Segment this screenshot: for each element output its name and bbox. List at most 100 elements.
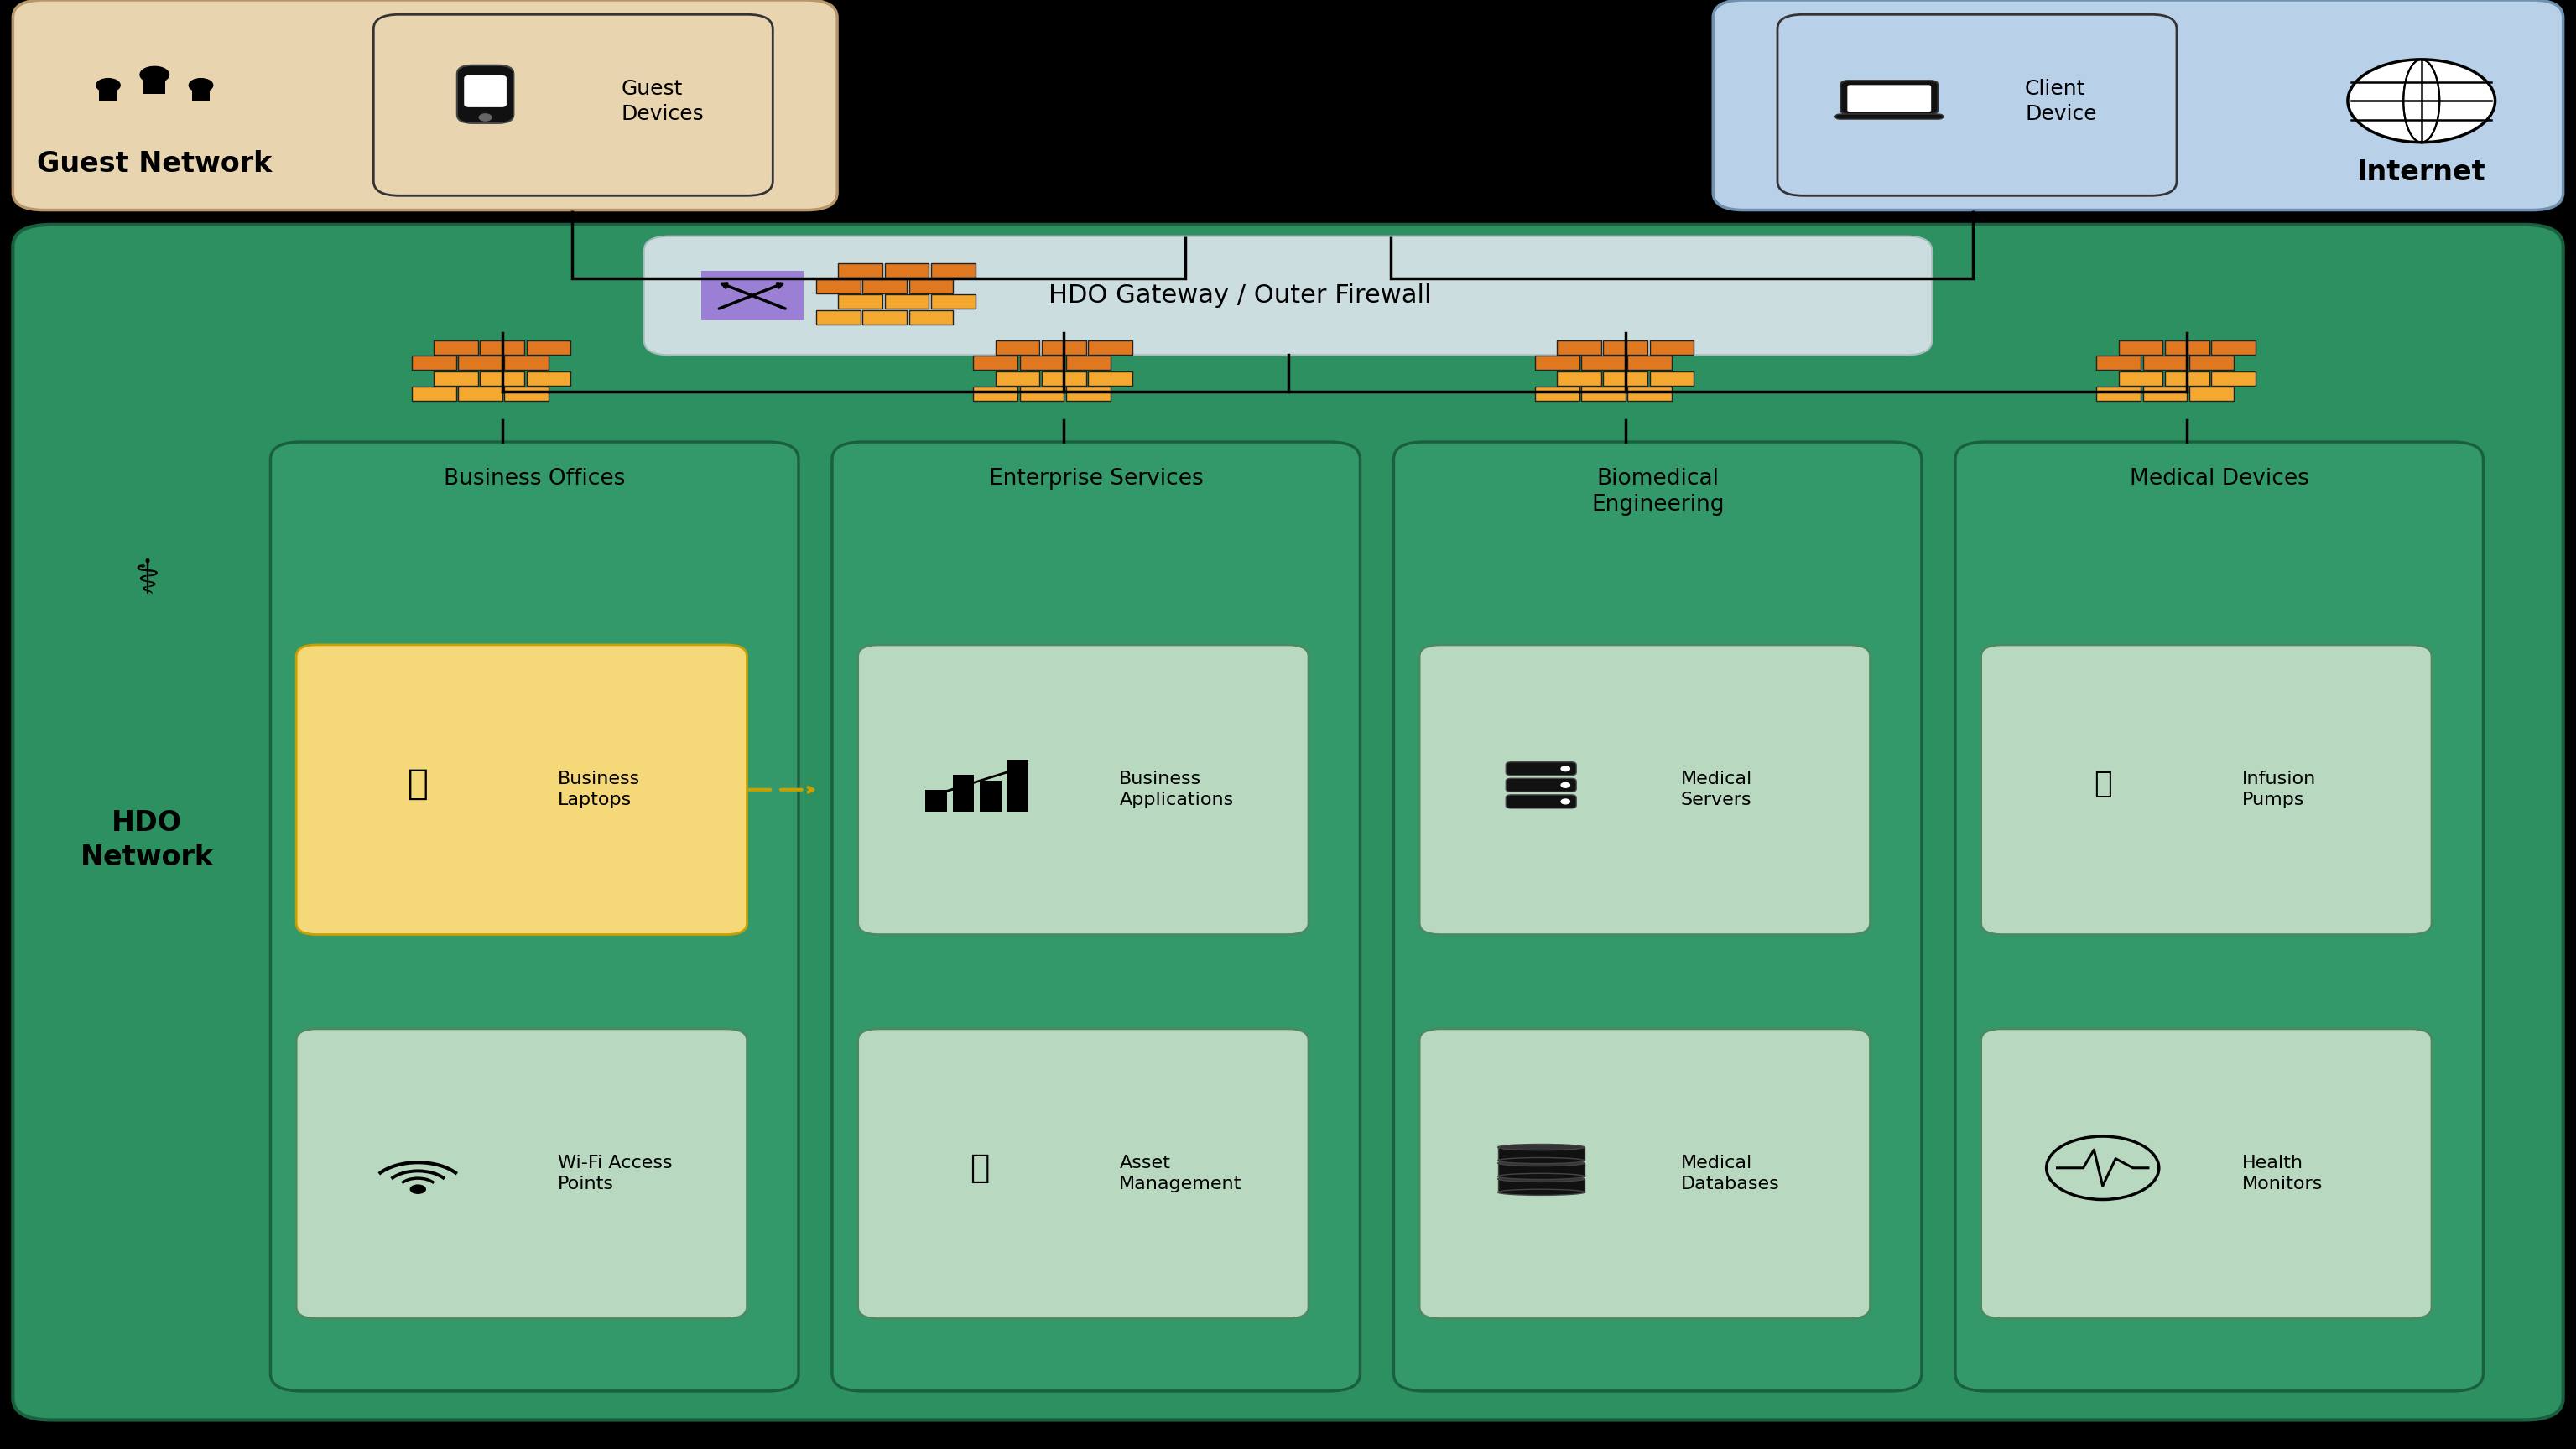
Text: Business
Laptops: Business Laptops bbox=[556, 771, 639, 809]
FancyBboxPatch shape bbox=[974, 387, 1018, 401]
Text: Enterprise Services: Enterprise Services bbox=[989, 468, 1203, 490]
FancyBboxPatch shape bbox=[296, 645, 747, 935]
Ellipse shape bbox=[1497, 1145, 1584, 1151]
FancyBboxPatch shape bbox=[817, 310, 860, 325]
FancyBboxPatch shape bbox=[1981, 645, 2432, 935]
Text: Medical Devices: Medical Devices bbox=[2130, 468, 2308, 490]
FancyBboxPatch shape bbox=[1777, 14, 2177, 196]
Text: Medical
Databases: Medical Databases bbox=[1682, 1155, 1780, 1193]
FancyBboxPatch shape bbox=[0, 0, 2576, 225]
FancyBboxPatch shape bbox=[2117, 371, 2164, 385]
FancyBboxPatch shape bbox=[459, 355, 502, 369]
FancyBboxPatch shape bbox=[1066, 387, 1110, 401]
FancyBboxPatch shape bbox=[144, 78, 165, 94]
FancyBboxPatch shape bbox=[1582, 355, 1625, 369]
Text: Business
Applications: Business Applications bbox=[1121, 771, 1234, 809]
FancyBboxPatch shape bbox=[412, 387, 456, 401]
FancyBboxPatch shape bbox=[270, 442, 799, 1391]
FancyBboxPatch shape bbox=[1582, 387, 1625, 401]
FancyBboxPatch shape bbox=[412, 355, 456, 369]
Circle shape bbox=[1561, 782, 1569, 788]
FancyBboxPatch shape bbox=[2190, 355, 2233, 369]
FancyBboxPatch shape bbox=[1041, 341, 1087, 355]
FancyBboxPatch shape bbox=[2190, 387, 2233, 401]
FancyBboxPatch shape bbox=[374, 14, 773, 196]
Text: 👾: 👾 bbox=[407, 767, 428, 801]
FancyBboxPatch shape bbox=[1839, 81, 1937, 114]
FancyBboxPatch shape bbox=[1007, 759, 1028, 811]
FancyBboxPatch shape bbox=[701, 271, 804, 320]
FancyBboxPatch shape bbox=[1834, 114, 1942, 119]
FancyBboxPatch shape bbox=[1507, 796, 1577, 809]
Ellipse shape bbox=[1497, 1158, 1584, 1164]
Text: HDO Gateway / Outer Firewall: HDO Gateway / Outer Firewall bbox=[1048, 284, 1432, 307]
FancyBboxPatch shape bbox=[1087, 341, 1133, 355]
FancyBboxPatch shape bbox=[505, 355, 549, 369]
FancyBboxPatch shape bbox=[433, 371, 479, 385]
Text: ⚕: ⚕ bbox=[134, 556, 160, 603]
Text: Guest
Devices: Guest Devices bbox=[621, 78, 703, 125]
FancyBboxPatch shape bbox=[1649, 341, 1695, 355]
FancyBboxPatch shape bbox=[817, 278, 860, 293]
FancyBboxPatch shape bbox=[526, 341, 572, 355]
FancyBboxPatch shape bbox=[1713, 0, 2563, 210]
FancyBboxPatch shape bbox=[1020, 387, 1064, 401]
FancyBboxPatch shape bbox=[1497, 1148, 1584, 1161]
FancyBboxPatch shape bbox=[459, 387, 502, 401]
FancyBboxPatch shape bbox=[100, 88, 116, 101]
FancyBboxPatch shape bbox=[837, 294, 884, 309]
Text: Client
Device: Client Device bbox=[2025, 78, 2097, 125]
FancyBboxPatch shape bbox=[858, 1029, 1309, 1319]
FancyBboxPatch shape bbox=[13, 0, 837, 210]
FancyBboxPatch shape bbox=[974, 355, 1018, 369]
FancyBboxPatch shape bbox=[1649, 371, 1695, 385]
FancyBboxPatch shape bbox=[479, 341, 526, 355]
Ellipse shape bbox=[1497, 1190, 1584, 1195]
Ellipse shape bbox=[1497, 1174, 1584, 1179]
FancyBboxPatch shape bbox=[909, 310, 953, 325]
FancyBboxPatch shape bbox=[837, 264, 884, 278]
FancyBboxPatch shape bbox=[2210, 371, 2257, 385]
Circle shape bbox=[2347, 59, 2496, 142]
FancyBboxPatch shape bbox=[1535, 355, 1579, 369]
FancyBboxPatch shape bbox=[994, 341, 1041, 355]
FancyBboxPatch shape bbox=[884, 264, 930, 278]
FancyBboxPatch shape bbox=[863, 310, 907, 325]
FancyBboxPatch shape bbox=[2210, 341, 2257, 355]
Text: Infusion
Pumps: Infusion Pumps bbox=[2241, 771, 2316, 809]
FancyBboxPatch shape bbox=[2097, 387, 2141, 401]
FancyBboxPatch shape bbox=[2143, 387, 2187, 401]
Circle shape bbox=[479, 114, 492, 120]
FancyBboxPatch shape bbox=[1602, 371, 1649, 385]
FancyBboxPatch shape bbox=[2117, 341, 2164, 355]
FancyBboxPatch shape bbox=[925, 790, 948, 811]
FancyBboxPatch shape bbox=[1507, 762, 1577, 775]
Text: Medical
Servers: Medical Servers bbox=[1682, 771, 1752, 809]
FancyBboxPatch shape bbox=[863, 278, 907, 293]
Circle shape bbox=[1561, 767, 1569, 771]
FancyBboxPatch shape bbox=[1497, 1164, 1584, 1177]
FancyBboxPatch shape bbox=[1628, 355, 1672, 369]
Ellipse shape bbox=[1497, 1175, 1584, 1182]
FancyBboxPatch shape bbox=[1556, 341, 1602, 355]
FancyBboxPatch shape bbox=[1041, 371, 1087, 385]
Text: Wi-Fi Access
Points: Wi-Fi Access Points bbox=[556, 1155, 672, 1193]
Text: Biomedical
Engineering: Biomedical Engineering bbox=[1592, 468, 1723, 516]
FancyBboxPatch shape bbox=[832, 442, 1360, 1391]
FancyBboxPatch shape bbox=[858, 645, 1309, 935]
FancyBboxPatch shape bbox=[884, 294, 930, 309]
FancyBboxPatch shape bbox=[909, 278, 953, 293]
FancyBboxPatch shape bbox=[1981, 1029, 2432, 1319]
Text: 🩺: 🩺 bbox=[2094, 769, 2112, 798]
FancyBboxPatch shape bbox=[1507, 778, 1577, 791]
FancyBboxPatch shape bbox=[1556, 371, 1602, 385]
FancyBboxPatch shape bbox=[1535, 387, 1579, 401]
FancyBboxPatch shape bbox=[1602, 341, 1649, 355]
Text: Asset
Management: Asset Management bbox=[1121, 1155, 1242, 1193]
FancyBboxPatch shape bbox=[526, 371, 572, 385]
Text: HDO
Network: HDO Network bbox=[80, 810, 214, 871]
Text: Guest Network: Guest Network bbox=[36, 151, 273, 178]
FancyBboxPatch shape bbox=[930, 264, 976, 278]
Circle shape bbox=[1561, 800, 1569, 804]
FancyBboxPatch shape bbox=[456, 65, 513, 123]
